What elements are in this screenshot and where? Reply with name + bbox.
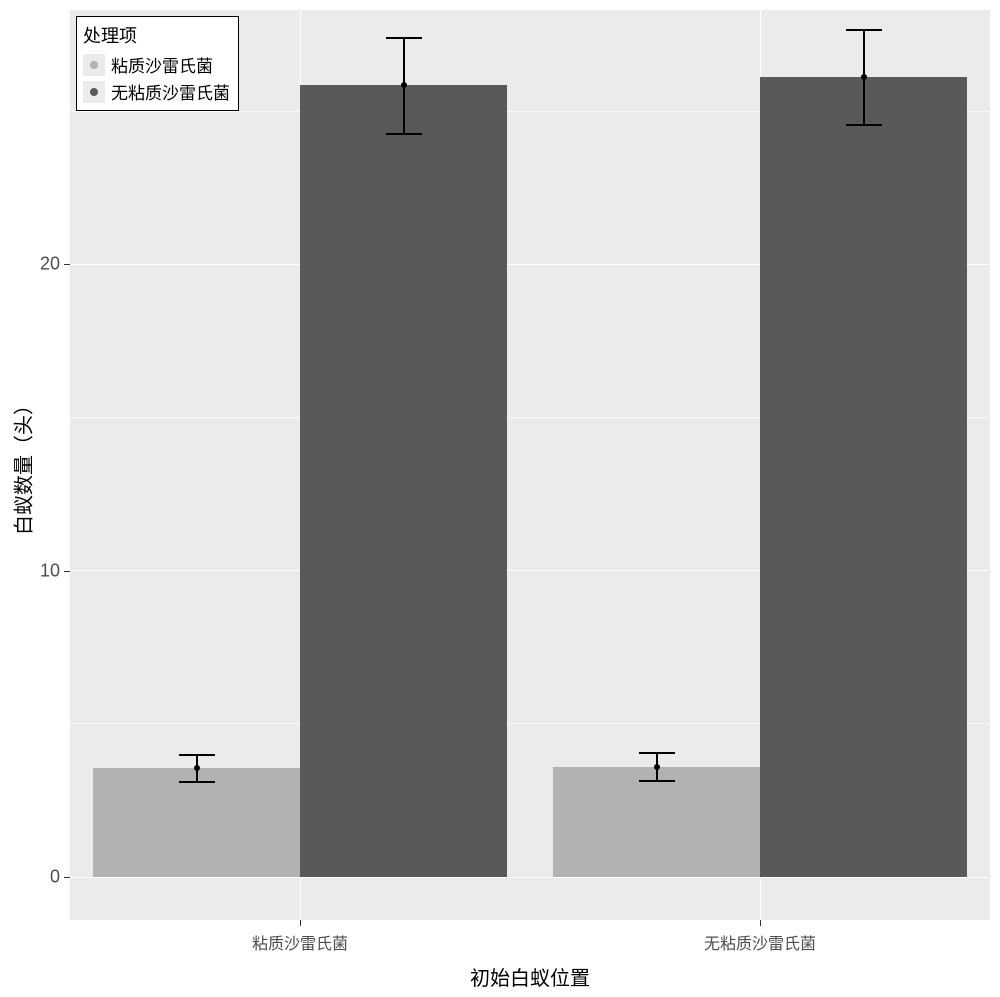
plot-panel <box>70 10 990 920</box>
bar-chart: 白蚁数量（头） 处理项 粘质沙雷氏菌无粘质沙雷氏菌 初始白蚁位置 01020粘质… <box>0 0 1000 997</box>
x-axis-title: 初始白蚁位置 <box>470 962 590 991</box>
error-cap <box>179 754 215 756</box>
error-point <box>861 74 867 80</box>
legend-dot-icon <box>90 61 98 69</box>
y-tick-label: 0 <box>50 867 60 888</box>
y-axis-title: 白蚁数量（头） <box>8 395 37 535</box>
x-tick <box>300 920 301 926</box>
legend-item: 无粘质沙雷氏菌 <box>83 79 230 104</box>
legend-dot-icon <box>90 88 98 96</box>
x-tick-label: 粘质沙雷氏菌 <box>252 930 348 954</box>
y-tick <box>64 571 70 572</box>
legend: 处理项 粘质沙雷氏菌无粘质沙雷氏菌 <box>76 16 239 111</box>
error-cap <box>639 780 675 782</box>
y-tick <box>64 264 70 265</box>
error-cap <box>846 124 882 126</box>
error-cap <box>386 37 422 39</box>
x-tick <box>760 920 761 926</box>
legend-item: 粘质沙雷氏菌 <box>83 52 230 77</box>
legend-key <box>83 54 105 76</box>
bar <box>760 77 967 877</box>
legend-key <box>83 81 105 103</box>
bar <box>93 768 300 877</box>
y-tick-label: 10 <box>40 560 60 581</box>
bar <box>553 767 760 877</box>
legend-label: 无粘质沙雷氏菌 <box>111 79 230 104</box>
error-cap <box>386 133 422 135</box>
error-cap <box>639 752 675 754</box>
y-tick <box>64 877 70 878</box>
error-cap <box>179 781 215 783</box>
error-cap <box>846 29 882 31</box>
x-tick-label: 无粘质沙雷氏菌 <box>704 930 816 954</box>
legend-label: 粘质沙雷氏菌 <box>111 52 213 77</box>
error-point <box>194 765 200 771</box>
y-tick-label: 20 <box>40 254 60 275</box>
bar <box>300 85 507 877</box>
error-point <box>401 82 407 88</box>
error-point <box>654 764 660 770</box>
legend-title: 处理项 <box>83 22 230 48</box>
